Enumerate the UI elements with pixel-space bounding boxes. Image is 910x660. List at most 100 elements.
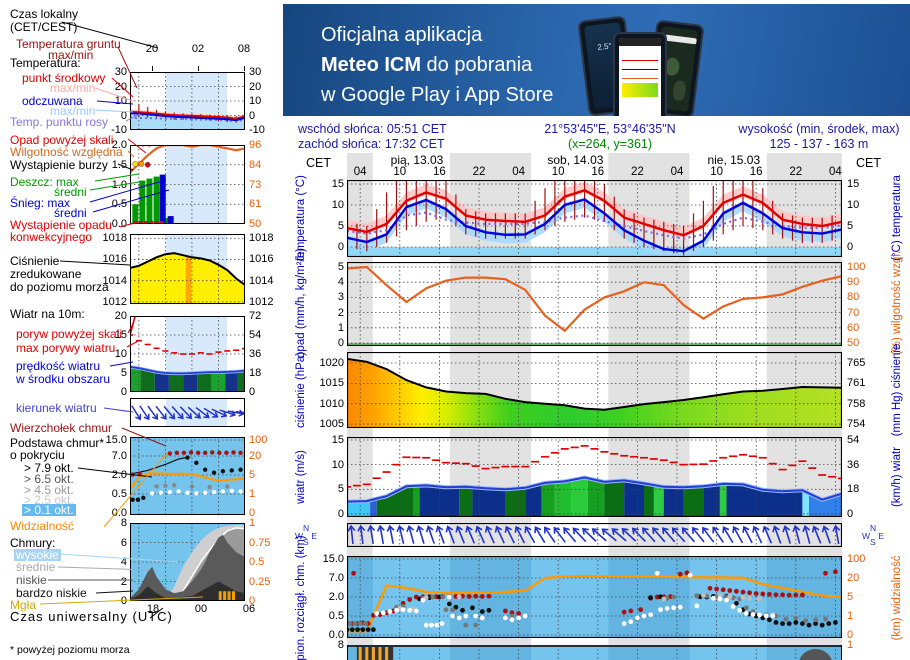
axis-tick-label: 1012 (249, 295, 274, 308)
axis-tick-label: 84 (249, 158, 262, 171)
axis-tick-label: 758 (847, 397, 866, 410)
axis-tick-label: 15.0 (322, 553, 344, 565)
axis-tick-label: 100 (847, 553, 866, 565)
banner-line1: Oficjalna aplikacja (321, 24, 483, 46)
altitude-label: wysokość (min, środek, max) (738, 122, 900, 136)
axis-tick-label: 1020 (319, 357, 344, 369)
legend-widzialnosc: Widzialność (10, 519, 75, 533)
axis-title-rotated: (°C) temperatura (891, 175, 903, 261)
axis-tick-label: 36 (249, 348, 262, 360)
axis-tick-label: 0 (249, 595, 256, 607)
legend-wiatr-header: Wiatr na 10m: (10, 307, 85, 321)
legend-predkosc-1: prędkość wiatru (16, 359, 101, 373)
axis-tick-label: 73 (249, 178, 262, 191)
axis-tick-label: 0 (249, 109, 256, 122)
time-tick-label: 10 (393, 166, 407, 178)
axis-tick-label: 0 (847, 241, 854, 253)
axis-tick-label: 15 (331, 178, 344, 190)
axis-tick-label: 3 (337, 291, 344, 304)
axis-tick-label: 72 (249, 310, 262, 322)
axis-tick-label: 1012 (102, 295, 127, 308)
axis-tick-label: 10 (331, 458, 344, 471)
axis-tick-label: 0 (337, 507, 344, 520)
axis-tick-label: 30 (114, 66, 127, 78)
legend-tg-maxmin: max/min (48, 48, 94, 62)
phone-mockup-center (613, 32, 667, 116)
panel-pressure (347, 352, 842, 428)
banner-line2: Meteo ICM do pobrania (321, 54, 533, 76)
legend-punkt-rosy: Temp. punktu rosy (10, 115, 109, 129)
axis-tick-label: 0.25 (249, 575, 271, 588)
legend-opad-powyzej: Opad powyżej skali (10, 133, 114, 147)
altitude-info: wysokość (min, środek, max) 125 - 137 - … (728, 122, 910, 152)
panel-clouds-clipped (347, 645, 842, 660)
axis-tick-mark (198, 66, 199, 71)
axis-tick-label: 1016 (102, 253, 127, 266)
axis-tick-label: 60 (847, 321, 860, 334)
axis-tick-label: 8 (120, 517, 127, 529)
app-promo-banner[interactable]: Oficjalna aplikacja Meteo ICM do pobrani… (283, 4, 910, 116)
day-label: pią, 13.03 (390, 153, 444, 167)
axis-tick-label: 15 (331, 434, 344, 446)
legend-mgla: Mgła (10, 598, 37, 612)
axis-tick-label: 1 (249, 488, 256, 500)
axis-tick-label: 5 (337, 220, 344, 232)
axis-tick-label: 1 (337, 321, 344, 334)
axis-tick-label: 2 (337, 306, 344, 319)
panel-wind-direction (347, 523, 842, 547)
axis-tick-label: 765 (847, 357, 866, 369)
axis-tick-label: 0 (337, 241, 344, 253)
legend-kierunek: kierunek wiatru (16, 401, 97, 415)
sunrise-time: wschód słońca: 05:51 CET (298, 122, 447, 136)
legend-opad-konw-2: konwekcyjnego (10, 230, 93, 244)
axis-tick-label: -10 (111, 124, 127, 136)
axis-tick-label: 20 (114, 80, 127, 93)
axis-tick-label: 0.75 (249, 536, 271, 549)
legend-mini-chart (130, 437, 245, 515)
legend-odczuwana: odczuwana (22, 94, 83, 108)
axis-tick-label: 1005 (319, 418, 344, 431)
legend-deszcz-sredni: średni (54, 185, 87, 199)
axis-tick-label: 15 (114, 329, 127, 341)
legend-poryw: poryw powyżej skali (16, 327, 123, 341)
axis-tick-label: 0 (249, 386, 256, 398)
axis-tick-label: 08 (237, 43, 251, 55)
legend-punkt-srodkowy: punkt środkowy (22, 71, 106, 85)
legend-okt-65: > 6.5 okt. (24, 472, 74, 486)
axis-tick-label: 6 (120, 536, 127, 549)
axis-tick-label: 0 (249, 507, 256, 519)
utc-axis-tick: 00 (194, 603, 208, 615)
axis-tick-label: 20 (249, 450, 262, 462)
time-tick-label: 22 (472, 166, 486, 178)
altitude-values: 125 - 137 - 163 m (769, 137, 869, 151)
legend-wierzcholek: Wierzchołek chmur (10, 421, 113, 435)
axis-title-rotated: opad (mm/h, kg/m²/h) (295, 248, 307, 358)
time-tick-label: 16 (591, 166, 605, 178)
axis-tick-label: 2.0 (111, 139, 127, 151)
axis-tick-label: 70 (847, 306, 860, 319)
legend-mini-direction (130, 398, 245, 427)
axis-tick-label: 754 (847, 418, 866, 431)
legend-okt-01: > 0.1 okt. (22, 503, 76, 517)
axis-tick-label: 10 (331, 199, 344, 211)
banner-text: Oficjalna aplikacja Meteo ICM do pobrani… (321, 20, 553, 110)
time-tick-label: 04 (512, 166, 525, 178)
axis-tick-label: 36 (847, 458, 860, 471)
legend-predkosc-2: w środku obszaru (16, 372, 111, 386)
axis-tick-label: 1014 (102, 274, 127, 287)
axis-tick-label: 20 (847, 572, 860, 584)
legend-czas-lokalny: Czas lokalny (10, 7, 79, 21)
axis-tick-label: 20 (145, 43, 159, 55)
axis-tick-mark (244, 66, 245, 71)
axis-tick-label: 50 (847, 337, 860, 349)
axis-tick-label: 0 (120, 595, 127, 607)
axis-tick-label: 0 (120, 386, 127, 398)
day-label: sob, 14.03 (547, 153, 604, 167)
axis-tick-label: 0.0 (328, 629, 344, 641)
time-tick-label: 22 (789, 166, 803, 178)
legend-mini-chart (130, 234, 245, 304)
axis-tick-label: 20 (114, 310, 127, 322)
legend-mini-chart (130, 145, 245, 224)
axis-tick-label: 100 (249, 434, 268, 446)
